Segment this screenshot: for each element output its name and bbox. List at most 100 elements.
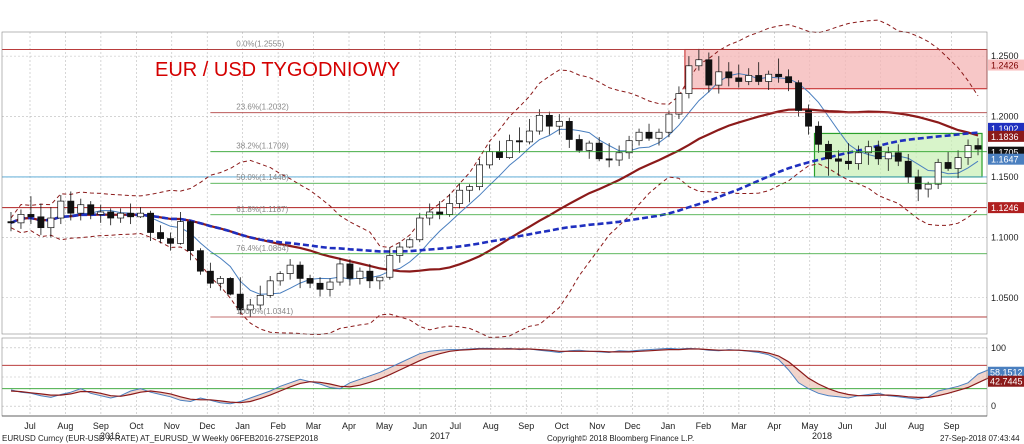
price-tag-label: 1.2426	[991, 61, 1019, 71]
y-tick-label: 1.2000	[991, 112, 1019, 122]
candle-body	[535, 114, 543, 132]
candle-body	[795, 82, 803, 111]
candle-body	[735, 77, 743, 82]
bollinger-upper	[10, 19, 979, 249]
candle-body	[246, 304, 254, 311]
x-tick-label: Sep	[944, 421, 960, 431]
candle-body	[157, 232, 164, 239]
x-tick-label: Oct	[555, 421, 570, 431]
candle-body	[785, 76, 793, 84]
fib-label: 76.4%(1.0864)	[236, 244, 289, 253]
candle-body	[525, 130, 533, 143]
candle-body	[226, 278, 234, 295]
candle-body	[97, 211, 105, 215]
candle-body	[545, 114, 553, 127]
fib-label: 23.6%(1.2032)	[236, 103, 289, 112]
candle-body	[815, 125, 822, 145]
price-tag	[988, 202, 1024, 214]
grid	[2, 32, 987, 416]
candle-body	[575, 139, 583, 151]
price-tag	[988, 130, 1024, 142]
osc-y-tick-label: 100	[991, 343, 1006, 353]
osc-value-tag	[988, 375, 1024, 387]
candle-body	[934, 162, 942, 185]
candle-body	[874, 146, 882, 160]
x-tick-label: Nov	[164, 421, 181, 431]
osc-value-label: 42.7445	[990, 377, 1023, 387]
candle-body	[705, 59, 713, 86]
x-year-label: 2017	[430, 431, 450, 441]
footer-center: Copyright© 2018 Bloomberg Finance L.P.	[547, 434, 694, 443]
candle-body	[446, 203, 454, 215]
candle-body	[555, 121, 563, 127]
candle-body	[206, 270, 214, 284]
candle-body	[396, 246, 404, 256]
x-tick-label: Jul	[875, 421, 887, 431]
candle-body	[645, 131, 653, 139]
x-tick-label: Aug	[57, 421, 73, 431]
oscillator-panel	[2, 347, 999, 405]
candle-body	[57, 200, 65, 219]
y-tick-label: 1.1000	[991, 232, 1019, 242]
candle-body	[715, 71, 723, 86]
candle-body	[565, 121, 573, 140]
osc-y-tick-label: 0	[991, 401, 996, 411]
x-tick-label: Feb	[696, 421, 712, 431]
bollinger-lower	[10, 163, 979, 339]
candle-body	[366, 270, 374, 282]
candle-body	[894, 152, 902, 162]
x-tick-label: Aug	[908, 421, 924, 431]
candle-body	[17, 214, 25, 224]
candle-body	[745, 75, 753, 82]
candle-body	[346, 263, 354, 279]
candle-body	[835, 158, 842, 162]
candle-body	[904, 160, 912, 178]
candle-body	[7, 221, 15, 224]
price-tag	[988, 122, 1024, 134]
x-tick-label: Feb	[270, 421, 286, 431]
price-tag-label: 1.1902	[991, 124, 1019, 134]
candle-body	[615, 152, 623, 161]
candle-body	[236, 293, 244, 311]
candle-body	[685, 65, 693, 94]
y-tick-label: 1.1500	[991, 172, 1019, 182]
x-tick-label: Apr	[342, 421, 356, 431]
x-year-label: 2016	[100, 431, 120, 441]
main-panel-frame	[1, 31, 988, 335]
candle-body	[177, 221, 184, 244]
x-tick-label: Oct	[129, 421, 144, 431]
x-tick-label: Apr	[767, 421, 781, 431]
x-tick-label: Sep	[93, 421, 109, 431]
candle-body	[87, 204, 95, 215]
candle-body	[765, 73, 773, 82]
candle-body	[595, 142, 603, 160]
candle-body	[147, 212, 154, 233]
candle-body	[635, 131, 643, 142]
candle-body	[884, 152, 892, 160]
candle-body	[336, 263, 344, 283]
x-tick-label: Jul	[450, 421, 462, 431]
candle-body	[456, 189, 464, 204]
fib-label: 50.0%(1.1448)	[236, 173, 289, 182]
fib-label: 61.8%(1.1187)	[236, 205, 288, 214]
x-tick-label: Jun	[838, 421, 853, 431]
price-tag	[988, 59, 1024, 71]
candle-body	[625, 140, 633, 154]
candle-body	[585, 142, 593, 151]
ma-thin	[10, 73, 979, 295]
candle-body	[476, 164, 483, 187]
candle-body	[725, 71, 733, 79]
footer-left: EURUSD Curncy (EUR-USD X-RATE) AT_EURUSD…	[2, 434, 319, 443]
candle-body	[376, 276, 384, 282]
candle-body	[655, 131, 663, 139]
candle-body	[47, 217, 55, 229]
x-tick-label: Mar	[731, 421, 747, 431]
resistance-zone	[684, 48, 988, 90]
price-tag	[988, 153, 1024, 165]
x-year-label: 2018	[812, 431, 832, 441]
x-tick-label: Jun	[413, 421, 428, 431]
candle-body	[436, 211, 444, 215]
bands	[10, 19, 979, 339]
